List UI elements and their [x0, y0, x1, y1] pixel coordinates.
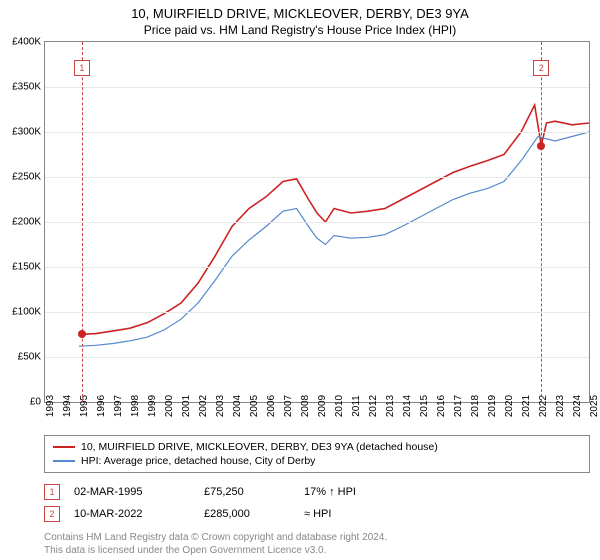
- footer-line-1: Contains HM Land Registry data © Crown c…: [44, 531, 590, 544]
- x-axis-label: 2020: [504, 395, 515, 417]
- x-axis-label: 1994: [62, 395, 73, 417]
- chart-subtitle: Price paid vs. HM Land Registry's House …: [0, 21, 600, 41]
- x-axis-label: 1996: [96, 395, 107, 417]
- gridline: [45, 312, 589, 313]
- x-axis-label: 2012: [368, 395, 379, 417]
- x-axis-label: 2009: [317, 395, 328, 417]
- y-axis-label: £250K: [12, 172, 41, 183]
- legend-block: 10, MUIRFIELD DRIVE, MICKLEOVER, DERBY, …: [44, 435, 590, 557]
- x-axis-label: 1997: [113, 395, 124, 417]
- chart-title: 10, MUIRFIELD DRIVE, MICKLEOVER, DERBY, …: [0, 0, 600, 21]
- marker-line: [82, 42, 83, 402]
- sale-price: £75,250: [204, 486, 304, 498]
- chart-container: 10, MUIRFIELD DRIVE, MICKLEOVER, DERBY, …: [0, 0, 600, 560]
- gridline: [45, 222, 589, 223]
- sale-point: [537, 142, 545, 150]
- sale-price: £285,000: [204, 508, 304, 520]
- y-axis-label: £400K: [12, 37, 41, 48]
- gridline: [45, 87, 589, 88]
- gridline: [45, 132, 589, 133]
- sale-marker: 2: [44, 506, 60, 522]
- x-axis-label: 1998: [130, 395, 141, 417]
- sales-table: 1 02-MAR-1995£75,25017% ↑ HPI 2 10-MAR-2022…: [44, 481, 590, 525]
- x-axis-label: 2002: [198, 395, 209, 417]
- x-axis-label: 2001: [181, 395, 192, 417]
- sale-date: 02-MAR-1995: [74, 486, 204, 498]
- footer-line-2: This data is licensed under the Open Gov…: [44, 544, 590, 557]
- footer-text: Contains HM Land Registry data © Crown c…: [44, 531, 590, 557]
- sale-row: 1 02-MAR-1995£75,25017% ↑ HPI: [44, 481, 590, 503]
- x-axis-label: 2000: [164, 395, 175, 417]
- gridline: [45, 177, 589, 178]
- x-axis-label: 2011: [351, 395, 362, 417]
- y-axis-label: £200K: [12, 217, 41, 228]
- sale-pct: ≈ HPI: [304, 508, 424, 520]
- x-axis-label: 2008: [300, 395, 311, 417]
- legend-swatch: [53, 446, 75, 448]
- x-axis-label: 2024: [572, 395, 583, 417]
- sale-date: 10-MAR-2022: [74, 508, 204, 520]
- series-hpi: [79, 132, 589, 346]
- gridline: [45, 357, 589, 358]
- marker-line: [541, 42, 542, 402]
- x-axis-label: 2017: [453, 395, 464, 417]
- x-axis-label: 2016: [436, 395, 447, 417]
- x-axis-label: 2018: [470, 395, 481, 417]
- legend-row: HPI: Average price, detached house, City…: [53, 454, 581, 468]
- y-axis-label: £300K: [12, 127, 41, 138]
- x-axis-label: 2023: [555, 395, 566, 417]
- y-axis-label: £50K: [18, 352, 41, 363]
- legend-box: 10, MUIRFIELD DRIVE, MICKLEOVER, DERBY, …: [44, 435, 590, 473]
- x-axis-label: 2010: [334, 395, 345, 417]
- x-axis-label: 2019: [487, 395, 498, 417]
- y-axis-label: £150K: [12, 262, 41, 273]
- sale-point: [78, 330, 86, 338]
- y-axis-label: £0: [30, 397, 41, 408]
- x-axis-label: 2015: [419, 395, 430, 417]
- x-axis-label: 2003: [215, 395, 226, 417]
- y-axis-label: £100K: [12, 307, 41, 318]
- legend-row: 10, MUIRFIELD DRIVE, MICKLEOVER, DERBY, …: [53, 440, 581, 454]
- marker-box: 1: [74, 60, 90, 76]
- x-axis-label: 2004: [232, 395, 243, 417]
- gridline: [45, 267, 589, 268]
- x-axis-label: 2022: [538, 395, 549, 417]
- plot-area: £0£50K£100K£150K£200K£250K£300K£350K£400…: [44, 41, 590, 403]
- x-axis-label: 2013: [385, 395, 396, 417]
- marker-box: 2: [533, 60, 549, 76]
- x-axis-label: 2006: [266, 395, 277, 417]
- x-axis-label: 2025: [589, 395, 600, 417]
- sale-pct: 17% ↑ HPI: [304, 486, 424, 498]
- y-axis-label: £350K: [12, 82, 41, 93]
- sale-marker: 1: [44, 484, 60, 500]
- series-property: [82, 105, 589, 334]
- legend-label: HPI: Average price, detached house, City…: [81, 455, 315, 467]
- x-axis-label: 2014: [402, 395, 413, 417]
- x-axis-label: 1999: [147, 395, 158, 417]
- x-axis-label: 2021: [521, 395, 532, 417]
- x-axis-label: 2005: [249, 395, 260, 417]
- legend-swatch: [53, 460, 75, 462]
- x-axis-label: 1993: [45, 395, 56, 417]
- x-axis-label: 1995: [79, 395, 90, 417]
- x-axis-label: 2007: [283, 395, 294, 417]
- legend-label: 10, MUIRFIELD DRIVE, MICKLEOVER, DERBY, …: [81, 441, 438, 453]
- sale-row: 2 10-MAR-2022£285,000≈ HPI: [44, 503, 590, 525]
